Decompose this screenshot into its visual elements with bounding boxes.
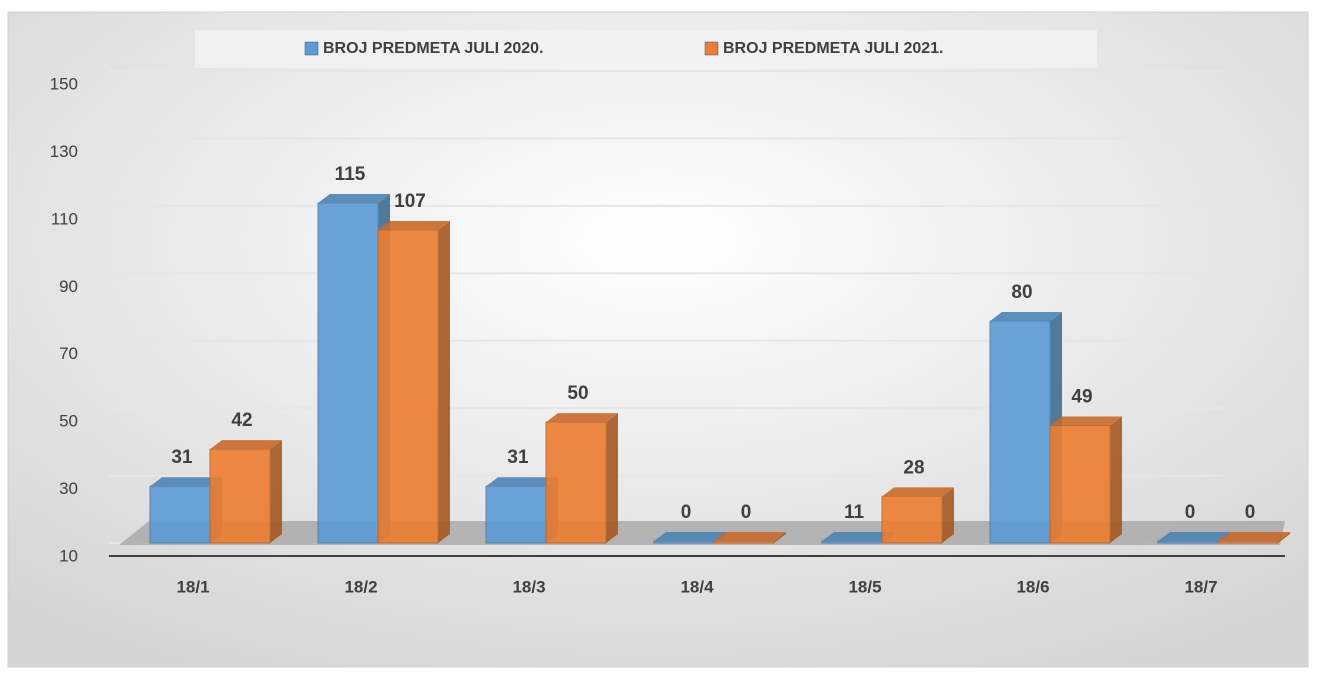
bar: [881, 487, 954, 544]
bar-side: [942, 487, 954, 543]
bar-front: [317, 202, 379, 544]
bar-top: [318, 194, 390, 203]
bar-front: [149, 485, 211, 544]
legend-label: BROJ PREDMETA JULI 2020.: [323, 40, 544, 57]
bar-front: [485, 485, 547, 544]
bar-top: [822, 532, 894, 541]
data-label: 0: [741, 502, 752, 523]
bar-side: [270, 440, 282, 543]
x-tick-label: 18/5: [848, 577, 881, 596]
bar: [209, 440, 282, 544]
data-label: 28: [903, 457, 924, 478]
bar: [377, 220, 450, 544]
bar-side: [1110, 416, 1122, 543]
data-label: 49: [1071, 387, 1092, 408]
y-tick-label: 50: [59, 412, 78, 431]
bar-side: [774, 532, 786, 543]
chart-background: [7, 11, 1309, 668]
bar-top: [210, 440, 282, 450]
bar-front: [881, 495, 943, 544]
x-tick-label: 18/7: [1184, 577, 1217, 596]
y-tick-label: 70: [59, 344, 78, 363]
bar-top: [486, 477, 558, 487]
data-label: 115: [335, 164, 366, 185]
bar: [1217, 532, 1290, 544]
bar-top: [714, 532, 786, 541]
bar-front: [1049, 425, 1111, 544]
bar-front: [209, 448, 271, 544]
bar-top: [1218, 532, 1290, 541]
y-tick-label: 130: [50, 142, 78, 161]
bar-front: [713, 540, 775, 544]
bar-front: [653, 540, 715, 544]
bar-top: [654, 532, 726, 541]
bar-top: [1050, 416, 1122, 426]
y-tick-label: 90: [59, 277, 78, 296]
data-label: 50: [567, 383, 588, 404]
data-label: 107: [394, 191, 426, 212]
bar: [713, 532, 786, 544]
legend-swatch: [304, 41, 319, 56]
data-label: 0: [1185, 502, 1196, 523]
bar-front: [1217, 540, 1279, 544]
bar: [1049, 416, 1122, 544]
bar-side: [438, 220, 450, 543]
bar-front: [821, 540, 883, 544]
bar-front: [1157, 540, 1219, 544]
bar-front: [377, 229, 439, 544]
bar-top: [150, 477, 222, 487]
x-tick-label: 18/4: [680, 577, 714, 596]
y-tick-label: 10: [59, 546, 78, 565]
data-label: 0: [1245, 502, 1256, 523]
legend-label: BROJ PREDMETA JULI 2021.: [723, 40, 944, 57]
legend-box: [195, 30, 1097, 68]
data-label: 0: [681, 502, 692, 523]
data-label: 80: [1011, 282, 1032, 303]
bar-top: [990, 312, 1062, 321]
bar-top: [1158, 532, 1230, 541]
bar-front: [989, 320, 1051, 544]
data-label: 42: [231, 410, 252, 431]
data-label: 31: [507, 447, 529, 468]
y-tick-label: 150: [50, 74, 78, 93]
x-tick-label: 18/2: [344, 577, 377, 596]
x-tick-label: 18/1: [176, 577, 209, 596]
bar-top: [546, 413, 618, 423]
legend-swatch: [704, 41, 719, 56]
x-tick-label: 18/6: [1016, 577, 1049, 596]
y-tick-label: 30: [59, 479, 78, 498]
bar: [545, 413, 618, 544]
data-label: 11: [844, 502, 865, 523]
x-tick-label: 18/3: [512, 577, 545, 596]
y-tick-label: 110: [51, 209, 78, 228]
bar-top: [882, 487, 954, 497]
bar-top: [378, 220, 450, 230]
bar-side: [1278, 532, 1290, 543]
bar-side: [606, 413, 618, 543]
bar-front: [545, 421, 607, 544]
data-label: 31: [171, 447, 193, 468]
